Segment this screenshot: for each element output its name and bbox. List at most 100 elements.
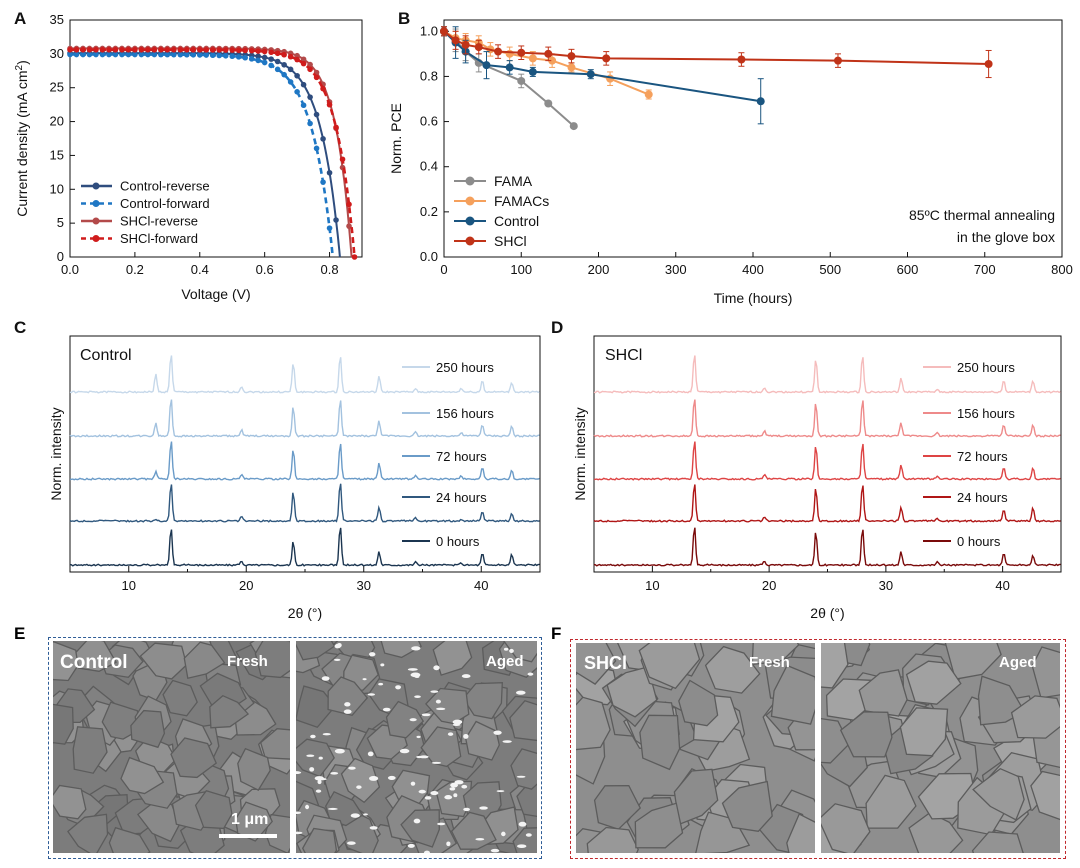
sem-grain — [639, 714, 681, 771]
panel-a-point-SHCl-forward — [106, 46, 112, 53]
sem-degradation-spot — [463, 733, 469, 739]
sem-degradation-spot — [413, 818, 421, 824]
sem-degradation-spot — [509, 648, 514, 653]
panel-a-point-Control-forward — [177, 51, 184, 58]
panel-a-point-SHCl-forward — [235, 47, 242, 54]
panel-b-series-Control — [443, 30, 761, 103]
panel-d-xtick-label: 10 — [645, 578, 659, 593]
sem-degradation-spot — [368, 776, 379, 781]
panel-a-point-SHCl-forward — [86, 46, 93, 53]
sem-degradation-spot — [449, 787, 456, 791]
sem-degradation-spot — [395, 685, 401, 690]
panel-a-xtick-label: 0.2 — [126, 262, 144, 277]
sem-grain — [183, 641, 226, 679]
panel-a-point-Control-forward — [138, 51, 145, 58]
sem-e-aged-label: Aged — [486, 653, 524, 670]
panel-a-point-Control-reverse — [287, 66, 294, 73]
sem-degradation-spot — [414, 695, 421, 699]
sem-degradation-spot — [490, 848, 500, 853]
sem-degradation-spot — [336, 643, 342, 648]
sem-grain — [770, 664, 815, 725]
sem-degradation-spot — [516, 844, 527, 848]
sem-grain — [905, 660, 962, 705]
panel-d-xtick-label: 20 — [762, 578, 776, 593]
sem-degradation-spot — [421, 713, 431, 717]
panel-a-point-Control-forward — [73, 51, 80, 58]
panel-b-xtick-label: 500 — [819, 262, 841, 277]
sem-grain — [301, 827, 338, 853]
panel-a-legend-marker — [92, 182, 100, 190]
panel-a-point-SHCl-forward — [326, 101, 333, 108]
panel-b-xtick-label: 700 — [974, 262, 996, 277]
sem-degradation-spot — [362, 678, 367, 681]
panel-a-ytick-label: 15 — [50, 147, 64, 162]
panel-b-point-FAMACs — [548, 56, 557, 65]
sem-degradation-spot — [296, 811, 302, 815]
panel-b-point-FAMA — [569, 122, 578, 131]
panel-a-point-Control-forward — [132, 51, 138, 58]
sem-grain — [1031, 646, 1060, 699]
sem-degradation-spot — [527, 672, 534, 676]
sem-degradation-spot — [369, 826, 378, 830]
sem-degradation-spot — [433, 665, 440, 671]
panel-b-ylabel: Norm. PCE — [388, 103, 404, 174]
panel-a-point-SHCl-forward — [261, 48, 268, 55]
panel-b-point-SHCl — [440, 27, 448, 36]
panel-a-point-SHCl-forward — [281, 51, 287, 58]
sem-degradation-spot — [430, 791, 439, 796]
panel-b-point-SHCl — [602, 54, 611, 63]
panel-a-point-Control-forward — [229, 53, 236, 60]
sem-e-fresh-label: Fresh — [227, 653, 268, 670]
sem-panel-f-frame — [570, 639, 1066, 859]
panel-a-ytick-label: 20 — [50, 114, 64, 129]
sem-degradation-spot — [502, 740, 512, 743]
sem-grain — [839, 711, 893, 758]
panel-c-title: Control — [80, 347, 132, 364]
sem-degradation-spot — [416, 735, 421, 739]
sem-degradation-spot — [410, 672, 421, 678]
sem-grain — [586, 826, 639, 853]
panel-b-point-Control — [756, 97, 765, 106]
panel-b-xtick-label: 600 — [897, 262, 919, 277]
sem-shcl-fresh-image — [576, 643, 815, 853]
panel-b-legend-marker — [465, 216, 475, 226]
panel-a-point-Control-forward — [209, 52, 216, 59]
sem-grain — [400, 809, 440, 848]
sem-texture — [296, 641, 537, 853]
panel-b-ytick-label: 0.6 — [420, 114, 438, 129]
sem-degradation-spot — [296, 831, 303, 835]
sem-grain — [821, 717, 851, 764]
panel-d-trace-250-hours — [593, 355, 1061, 394]
sem-degradation-spot — [447, 732, 454, 736]
sem-degradation-spot — [416, 755, 423, 759]
panel-c-xtick-label: 30 — [357, 578, 371, 593]
sem-degradation-spot — [461, 674, 471, 679]
sem-degradation-spot — [410, 781, 416, 786]
panel-c-legend-label: 156 hours — [436, 406, 494, 421]
panel-a-xtick-label: 0.0 — [61, 262, 79, 277]
panel-d-letter: D — [551, 318, 563, 337]
sem-degradation-spot — [453, 793, 458, 798]
panel-a-point-Control-reverse — [313, 111, 320, 118]
sem-grain — [634, 802, 684, 849]
panel-a-point-SHCl-forward — [80, 46, 86, 53]
panel-a-point-SHCl-forward — [99, 46, 106, 53]
panel-a-point-Control-forward — [158, 51, 164, 58]
panel-a-point-SHCl-forward — [229, 47, 236, 53]
panel-a-point-Control-reverse — [307, 94, 313, 100]
sem-degradation-spot — [446, 841, 451, 847]
panel-c-xtick-label: 20 — [239, 578, 253, 593]
panel-b-point-Control — [505, 63, 514, 72]
sem-grain — [136, 798, 181, 843]
panel-a-point-Control-forward — [80, 51, 86, 58]
panel-a-point-Control-forward — [119, 51, 125, 58]
panel-a-point-SHCl-forward — [242, 47, 248, 54]
sem-grain — [516, 780, 537, 818]
panel-b-point-SHCl — [833, 56, 842, 65]
panel-b-annotation-line1: 85ºC thermal annealing — [909, 207, 1055, 223]
sem-degradation-spot — [409, 718, 417, 722]
sem-grain — [72, 726, 108, 774]
panel-a-point-Control-forward — [112, 51, 119, 58]
sem-degradation-spot — [344, 702, 351, 707]
sem-grain — [296, 641, 336, 661]
